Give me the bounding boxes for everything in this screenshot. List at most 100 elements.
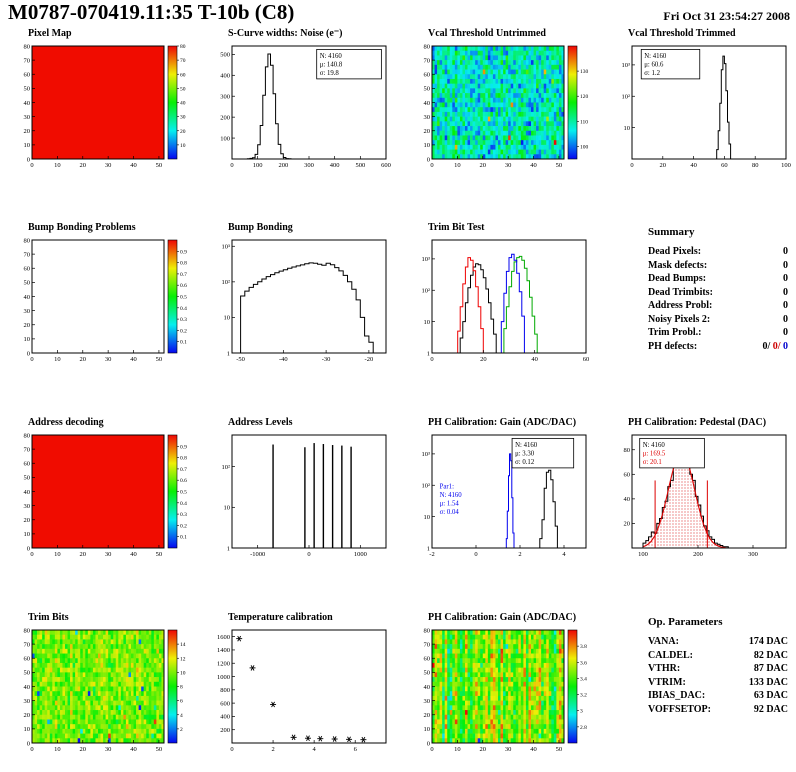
svg-text:10: 10 [424,319,431,326]
svg-text:0.9: 0.9 [180,444,187,450]
svg-text:40: 40 [624,496,631,503]
row-label: PH defects: [648,340,698,352]
svg-text:60: 60 [24,461,31,468]
svg-text:30: 30 [105,356,112,363]
chart-title: PH Calibration: Gain (ADC/DAC) [428,417,577,428]
row-value: 174 DAC [748,636,788,647]
svg-text:110: 110 [580,119,588,125]
svg-text:70: 70 [24,251,31,258]
chart-title: PH Calibration: Pedestal (DAC) [628,417,767,428]
svg-text:N: 4160: N: 4160 [644,53,667,60]
svg-text:3.6: 3.6 [580,660,587,666]
chart-bump-bonding: Bump Bonding -50 -40 -30 -20 1 10 10² 10³ [206,222,402,367]
svg-text:0.4: 0.4 [180,306,187,312]
svg-text:10: 10 [224,315,231,322]
svg-text:0.1: 0.1 [180,340,187,346]
svg-text:0: 0 [30,356,33,363]
svg-text:N: 4160: N: 4160 [440,492,463,499]
chart-title: Temperature calibration [228,612,333,623]
svg-text:30: 30 [180,115,186,121]
svg-text:1600: 1600 [217,634,230,641]
svg-text:6: 6 [180,699,183,705]
svg-text:10: 10 [54,551,61,558]
svg-text:0: 0 [27,156,30,163]
chart-title: Vcal Threshold Untrimmed [428,28,546,39]
svg-text:50: 50 [24,670,31,677]
svg-text:30: 30 [24,308,31,315]
row-value: 87 DAC [753,663,788,674]
svg-text:2.8: 2.8 [580,725,587,731]
svg-text:40: 40 [530,162,537,169]
svg-text:20: 20 [80,551,87,558]
row-label: VTHR: [648,663,681,674]
panel-row: Dead Pixels: 0 [648,245,788,259]
svg-text:σ: 1.2: σ: 1.2 [644,70,660,77]
svg-text:10: 10 [424,514,431,521]
svg-text:20: 20 [24,322,31,329]
svg-text:0.5: 0.5 [180,295,187,301]
svg-text:40: 40 [424,684,431,691]
panel-row: Noisy Pixels 2: 0 [648,313,788,327]
scurve-noise-plot: 0 100 200 300 400 500 600 100 200 300 400 500 N: 416… [220,45,391,169]
bump-bonding-plot: -50 -40 -30 -20 1 10 10² 10³ [222,239,387,363]
svg-text:40: 40 [531,356,538,363]
svg-text:40: 40 [130,551,137,558]
svg-text:10³: 10³ [222,244,231,251]
svg-text:20: 20 [480,162,487,169]
svg-text:70: 70 [24,57,31,64]
svg-text:200: 200 [220,114,230,121]
svg-text:40: 40 [24,294,31,301]
summary-title: Summary [648,226,695,238]
svg-text:80: 80 [752,162,759,169]
svg-text:1: 1 [427,545,430,552]
row-value: 0 [783,273,788,284]
panel-row: IBIAS_DAC: 63 DAC [648,689,788,703]
svg-text:-2: -2 [429,551,434,558]
svg-text:30: 30 [24,503,31,510]
svg-text:0: 0 [27,740,30,747]
svg-text:-40: -40 [279,356,288,363]
svg-text:20: 20 [24,712,31,719]
svg-text:80: 80 [180,44,186,50]
svg-text:0.9: 0.9 [180,249,187,255]
svg-text:3.4: 3.4 [580,676,587,682]
svg-text:30: 30 [424,698,431,705]
row-label: CALDEL: [648,649,694,661]
svg-text:60: 60 [721,162,728,169]
address-decoding-plot: 0 10 20 30 40 50 0 10 20 30 40 50 60 70 80 0.1 0.2 0.3 0.4… [24,432,188,558]
svg-text:1400: 1400 [217,647,230,654]
chart-address-decoding: Address decoding 0 10 20 30 40 50 0 10 20 30 40 50 6… [6,417,202,562]
svg-text:σ: 0.04: σ: 0.04 [440,509,460,516]
row-value: 0 [783,259,788,271]
svg-text:80: 80 [24,432,31,439]
svg-text:20: 20 [80,746,87,753]
svg-text:σ: 20.1: σ: 20.1 [643,459,662,466]
chart-pixel-map: Pixel Map 0 10 20 30 40 50 0 10 20 30 40 50 60 70 80 10… [6,28,202,173]
svg-text:50: 50 [156,162,163,169]
row-value: 0/ 0/ 0 [762,340,788,352]
svg-text:10: 10 [54,162,61,169]
svg-text:10: 10 [54,356,61,363]
svg-text:30: 30 [105,551,112,558]
panel-row: VTRIM: 133 DAC [648,676,788,690]
svg-text:0.8: 0.8 [180,261,187,267]
svg-text:10: 10 [424,726,431,733]
chart-title: PH Calibration: Gain (ADC/DAC) [428,612,577,623]
chart-title: Bump Bonding Problems [28,222,136,233]
svg-text:100: 100 [220,135,230,142]
svg-text:μ: 3.30: μ: 3.30 [515,450,535,457]
svg-text:40: 40 [130,746,137,753]
panel-row: Address Probl: 0 [648,299,788,313]
svg-text:20: 20 [424,128,431,135]
svg-text:0.1: 0.1 [180,535,187,541]
svg-text:0: 0 [427,156,430,163]
svg-text:400: 400 [330,162,340,169]
svg-text:0: 0 [430,162,433,169]
svg-text:600: 600 [220,700,230,707]
timestamp: Fri Oct 31 23:54:27 2008 [663,9,790,23]
svg-text:10³: 10³ [422,256,431,263]
chart-ph-pedestal: PH Calibration: Pedestal (DAC) 100 200 300… [606,417,796,562]
row-label: Address Probl: [648,300,713,311]
svg-text:10³: 10³ [622,62,631,69]
